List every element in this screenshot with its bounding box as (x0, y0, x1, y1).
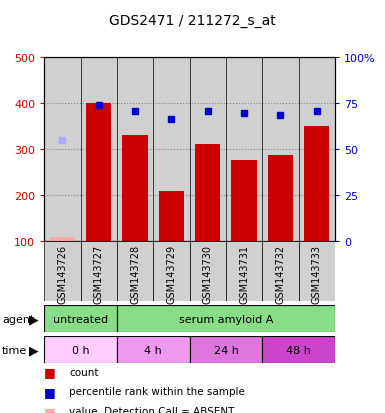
Text: 48 h: 48 h (286, 345, 311, 355)
Bar (262, 337, 335, 363)
Bar (117, 306, 335, 332)
Text: 0 h: 0 h (72, 345, 89, 355)
Text: untreated: untreated (53, 314, 108, 324)
Text: ▶: ▶ (29, 344, 38, 357)
Text: GSM143730: GSM143730 (203, 244, 213, 304)
Text: count: count (69, 367, 99, 377)
Text: ■: ■ (44, 405, 56, 413)
Bar (299, 58, 335, 242)
Text: 4 h: 4 h (144, 345, 162, 355)
Text: agent: agent (2, 314, 34, 324)
Bar (304, 127, 330, 242)
Bar (44, 242, 80, 301)
Bar (195, 145, 221, 242)
Bar (226, 58, 262, 242)
Bar (153, 58, 189, 242)
Bar (190, 337, 262, 363)
Bar (117, 58, 153, 242)
Text: ■: ■ (44, 385, 56, 398)
Bar (117, 242, 153, 301)
Bar (262, 242, 299, 301)
Bar (50, 237, 75, 242)
Bar (44, 337, 117, 363)
Text: GSM143732: GSM143732 (275, 244, 285, 304)
Text: GSM143731: GSM143731 (239, 244, 249, 304)
Bar (122, 136, 148, 242)
Bar (117, 337, 190, 363)
Bar (153, 242, 189, 301)
Bar (86, 104, 112, 242)
Bar (190, 58, 226, 242)
Bar (299, 242, 335, 301)
Bar (190, 242, 226, 301)
Text: value, Detection Call = ABSENT: value, Detection Call = ABSENT (69, 406, 235, 413)
Text: time: time (2, 345, 27, 355)
Bar (159, 191, 184, 242)
Text: 24 h: 24 h (214, 345, 238, 355)
Bar (80, 242, 117, 301)
Text: GSM143729: GSM143729 (166, 244, 176, 304)
Bar (44, 306, 117, 332)
Text: GSM143727: GSM143727 (94, 244, 104, 304)
Bar (80, 58, 117, 242)
Text: GDS2471 / 211272_s_at: GDS2471 / 211272_s_at (109, 14, 276, 28)
Text: ▶: ▶ (29, 313, 38, 326)
Text: GSM143728: GSM143728 (130, 244, 140, 304)
Text: GSM143726: GSM143726 (57, 244, 67, 304)
Bar (44, 58, 80, 242)
Bar (226, 242, 262, 301)
Bar (268, 155, 293, 242)
Text: ■: ■ (44, 365, 56, 378)
Bar (231, 160, 257, 242)
Bar (262, 58, 299, 242)
Text: percentile rank within the sample: percentile rank within the sample (69, 387, 245, 396)
Text: GSM143733: GSM143733 (312, 244, 322, 304)
Text: serum amyloid A: serum amyloid A (179, 314, 273, 324)
